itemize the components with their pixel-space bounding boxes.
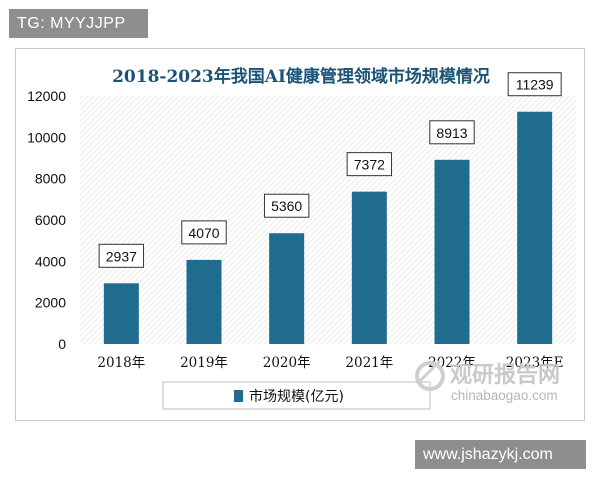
bar	[103, 283, 139, 344]
data-label-box	[429, 120, 475, 145]
data-label-box	[98, 243, 145, 268]
bars-group: 2937 4070 5360 7372 8913 11239	[98, 72, 562, 345]
data-label: 4070	[188, 225, 219, 241]
bar	[517, 111, 553, 345]
data-label: 5360	[271, 198, 302, 214]
bar	[434, 159, 470, 344]
x-tick-label: 2020年	[263, 355, 311, 371]
watermark-domain: chinabaogao.com	[451, 388, 558, 403]
bar	[351, 191, 387, 344]
data-label: 7372	[354, 157, 385, 173]
bar	[186, 259, 222, 344]
y-tick-label: 6000	[35, 212, 66, 228]
x-tick-label: 2023年E	[506, 355, 564, 371]
watermark: 观研报告网 chinabaogao.com	[415, 359, 560, 403]
y-axis: 0 2000 4000 6000 8000 10000 12000	[27, 88, 66, 352]
x-tick-label: 2021年	[345, 355, 393, 371]
legend-swatch	[234, 390, 243, 402]
y-tick-label: 8000	[35, 171, 66, 187]
plot-area-background	[80, 96, 576, 344]
y-tick-label: 10000	[27, 129, 66, 145]
tg-badge: TG: MYYJJPP	[9, 9, 148, 38]
data-label: 8913	[436, 125, 467, 141]
legend-label: 市场规模(亿元)	[249, 388, 344, 405]
url-badge: www.jshazykj.com	[415, 440, 586, 469]
data-label: 2937	[106, 248, 137, 264]
legend-frame	[162, 381, 431, 410]
data-label-box	[346, 152, 393, 177]
legend-box: 市场规模(亿元)	[162, 381, 431, 410]
chart-title: 2018-2023年我国AI健康管理领域市场规模情况	[112, 66, 490, 87]
x-tick-label: 2019年	[180, 355, 228, 371]
y-tick-label: 12000	[27, 88, 66, 104]
chart-panel: 2018-2023年我国AI健康管理领域市场规模情况 0 2000 4000 6000…	[15, 48, 585, 421]
data-label-box	[181, 220, 227, 245]
data-label: 11239	[516, 77, 554, 93]
y-tick-label: 0	[58, 336, 66, 352]
x-tick-label: 2018年	[97, 355, 145, 371]
data-label-box	[507, 72, 562, 97]
y-tick-label: 4000	[35, 253, 66, 269]
data-label-box	[263, 193, 310, 218]
watermark-brand: 观研报告网	[450, 363, 560, 388]
watermark-logo-icon	[415, 359, 445, 391]
y-tick-label: 2000	[35, 295, 66, 311]
bar-chart: 2018-2023年我国AI健康管理领域市场规模情况 0 2000 4000 6000…	[27, 66, 576, 410]
bar	[269, 233, 305, 344]
